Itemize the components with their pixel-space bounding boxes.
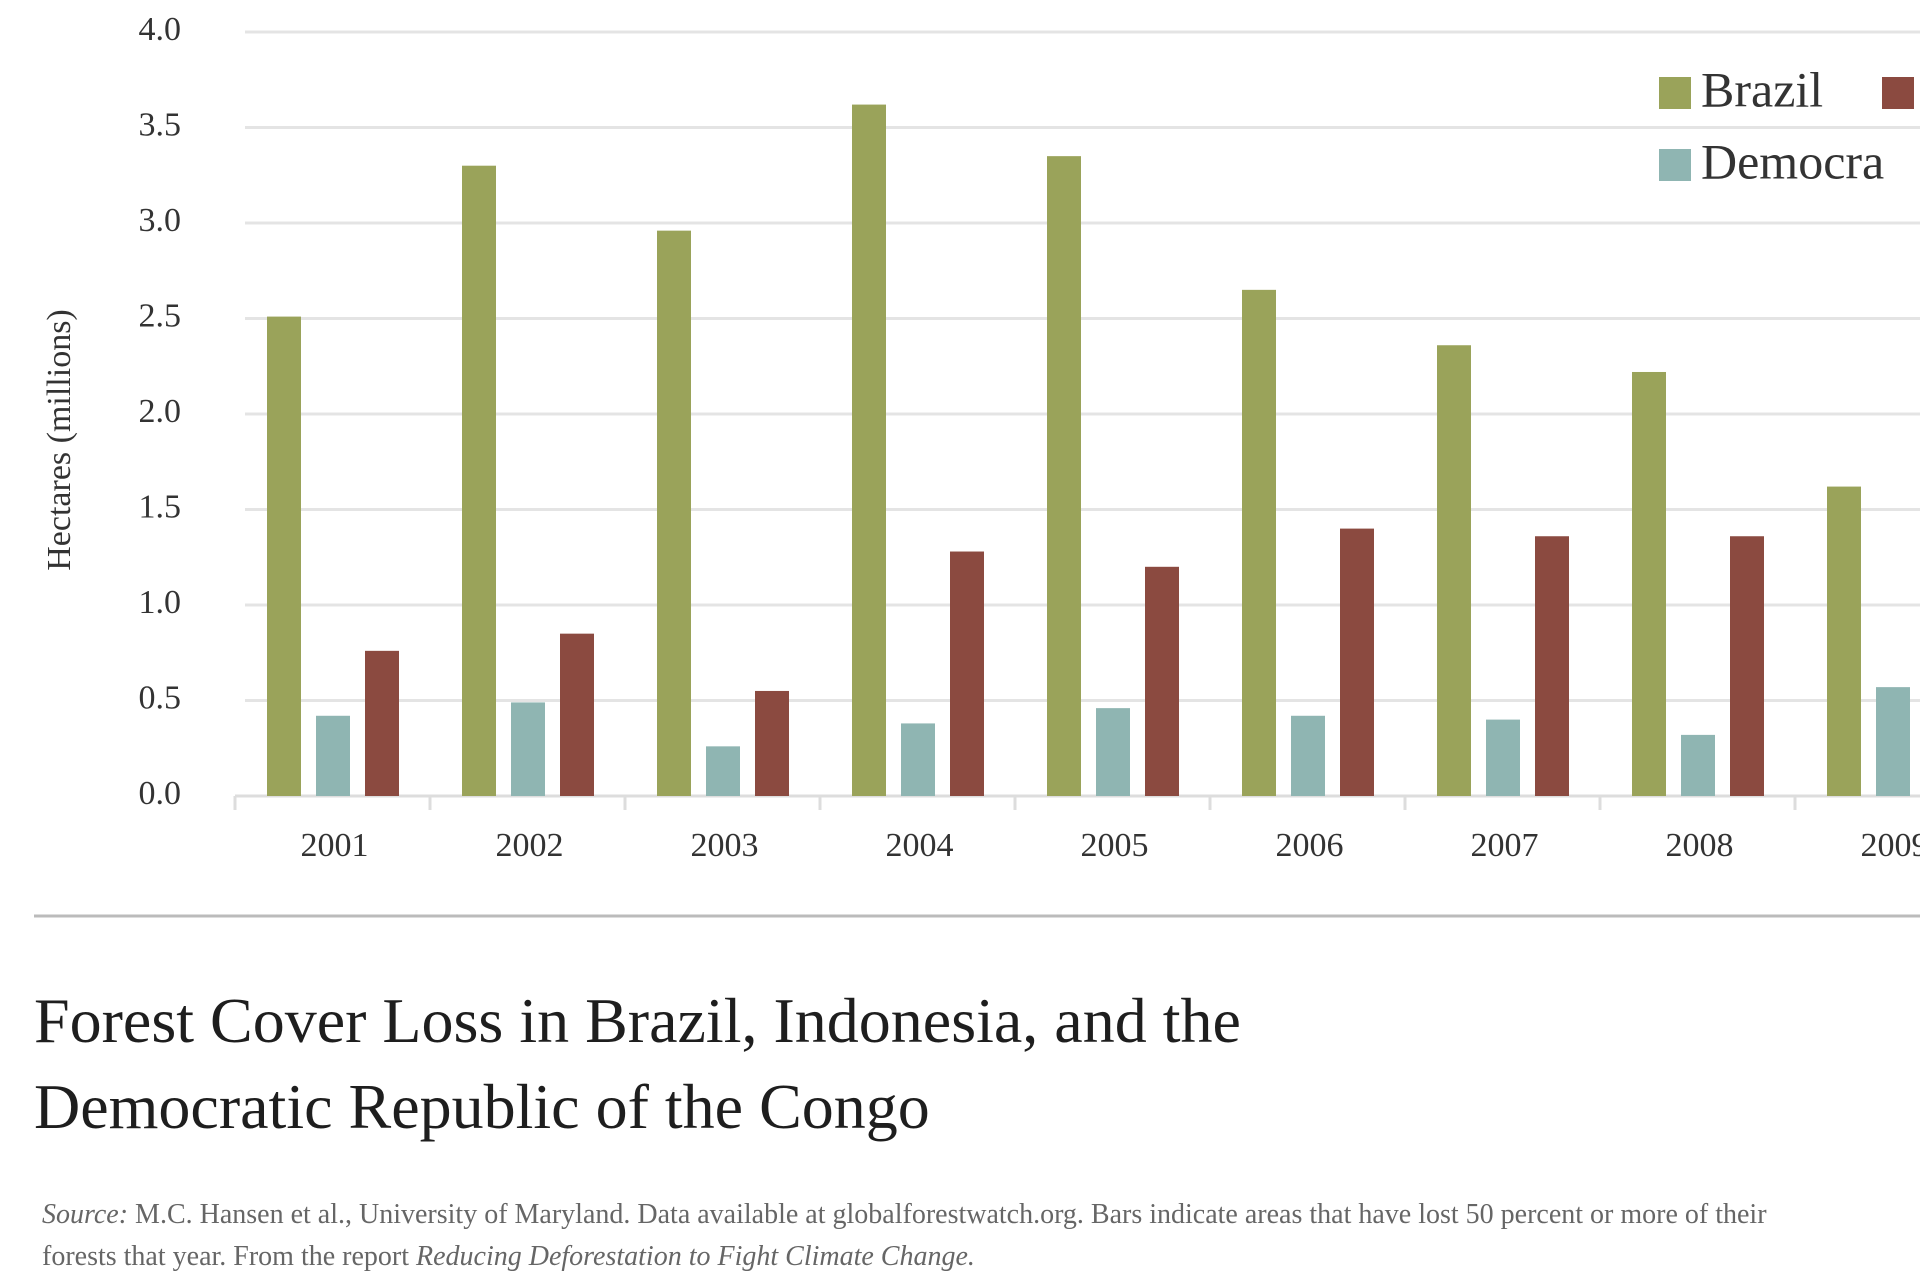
legend-label: Brazil (1701, 61, 1823, 117)
x-tick-label: 2002 (496, 827, 564, 864)
source-label: Source: (42, 1199, 129, 1230)
y-tick-label: 3.0 (139, 202, 182, 239)
bar (1047, 156, 1081, 796)
bar (1681, 734, 1715, 796)
bar (706, 746, 740, 796)
x-tick-label: 2001 (301, 827, 369, 864)
bar (1437, 345, 1471, 796)
y-tick-label: 2.0 (139, 393, 182, 430)
bar (316, 715, 350, 796)
y-tick-label: 1.5 (139, 488, 182, 525)
bar (950, 551, 984, 796)
bar (1145, 566, 1179, 796)
bar (1827, 486, 1861, 796)
bar (1486, 719, 1520, 796)
y-tick-label: 0.5 (139, 679, 182, 716)
y-tick-label: 3.5 (139, 106, 182, 143)
y-tick-label: 1.0 (139, 584, 182, 621)
x-tick-label: 2008 (1666, 827, 1734, 864)
y-tick-label: 4.0 (139, 11, 182, 48)
source-text: M.C. Hansen et al., University of Maryla… (42, 1199, 1767, 1272)
x-tick-label: 2009 (1861, 827, 1920, 864)
bar (462, 165, 496, 796)
bar (657, 230, 691, 796)
bar (1632, 371, 1666, 796)
x-tick-label: 2007 (1471, 827, 1539, 864)
bar (1096, 708, 1130, 796)
y-tick-label: 0.0 (139, 775, 182, 812)
legend-swatch (1882, 77, 1914, 109)
bar (267, 316, 301, 796)
bar (365, 650, 399, 796)
x-tick-label: 2005 (1081, 827, 1149, 864)
bar (1242, 289, 1276, 796)
chart-title: Forest Cover Loss in Brazil, Indonesia, … (34, 985, 1241, 1142)
bar (511, 702, 545, 796)
x-tick-label: 2003 (691, 827, 759, 864)
source-report: Reducing Deforestation to Fight Climate … (416, 1241, 975, 1272)
source-note: Source: M.C. Hansen et al., University o… (42, 1194, 1842, 1278)
bar (901, 723, 935, 796)
bar (755, 690, 789, 796)
bar (852, 104, 886, 796)
x-tick-label: 2004 (886, 827, 954, 864)
bar (560, 633, 594, 796)
bar (1340, 528, 1374, 796)
bar (1535, 536, 1569, 796)
chart: Hectares (millions) 0.0 0.5 1.0 1.5 2.0 2.5 3.… (34, 11, 1920, 918)
legend-label: Democra (1701, 133, 1884, 189)
y-axis-label: Hectares (millions) (41, 309, 78, 571)
bar (1876, 687, 1910, 796)
bar (1291, 715, 1325, 796)
bar (1730, 536, 1764, 796)
y-tick-label: 2.5 (139, 297, 182, 334)
legend-swatch (1659, 77, 1691, 109)
legend-swatch (1659, 149, 1691, 181)
x-tick-label: 2006 (1276, 827, 1344, 864)
